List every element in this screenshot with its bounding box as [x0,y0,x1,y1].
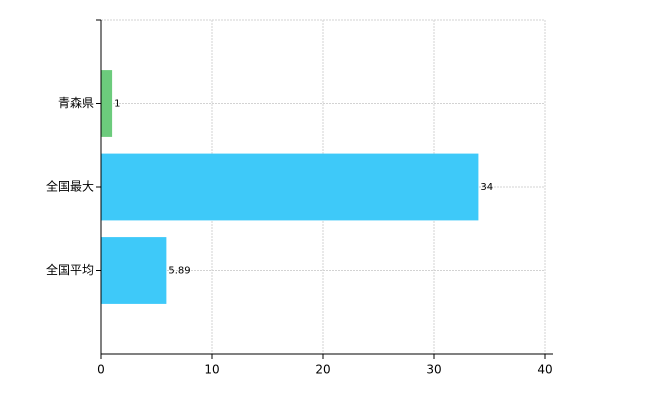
x-tick-label: 10 [204,363,219,377]
value-label: 5.89 [168,266,190,277]
x-tick-label: 0 [97,363,105,377]
x-tick-label: 20 [315,363,330,377]
y-tick-label: 全国平均 [46,262,94,277]
value-label: 1 [114,99,120,110]
bar [101,153,479,221]
bar [101,237,167,304]
bar [101,70,113,137]
y-tick-label: 全国最大 [46,179,94,194]
x-tick-label: 40 [537,363,552,377]
y-tick-label: 青森県 [58,95,94,110]
x-tick-label: 30 [426,363,441,377]
value-label: 34 [480,182,493,193]
